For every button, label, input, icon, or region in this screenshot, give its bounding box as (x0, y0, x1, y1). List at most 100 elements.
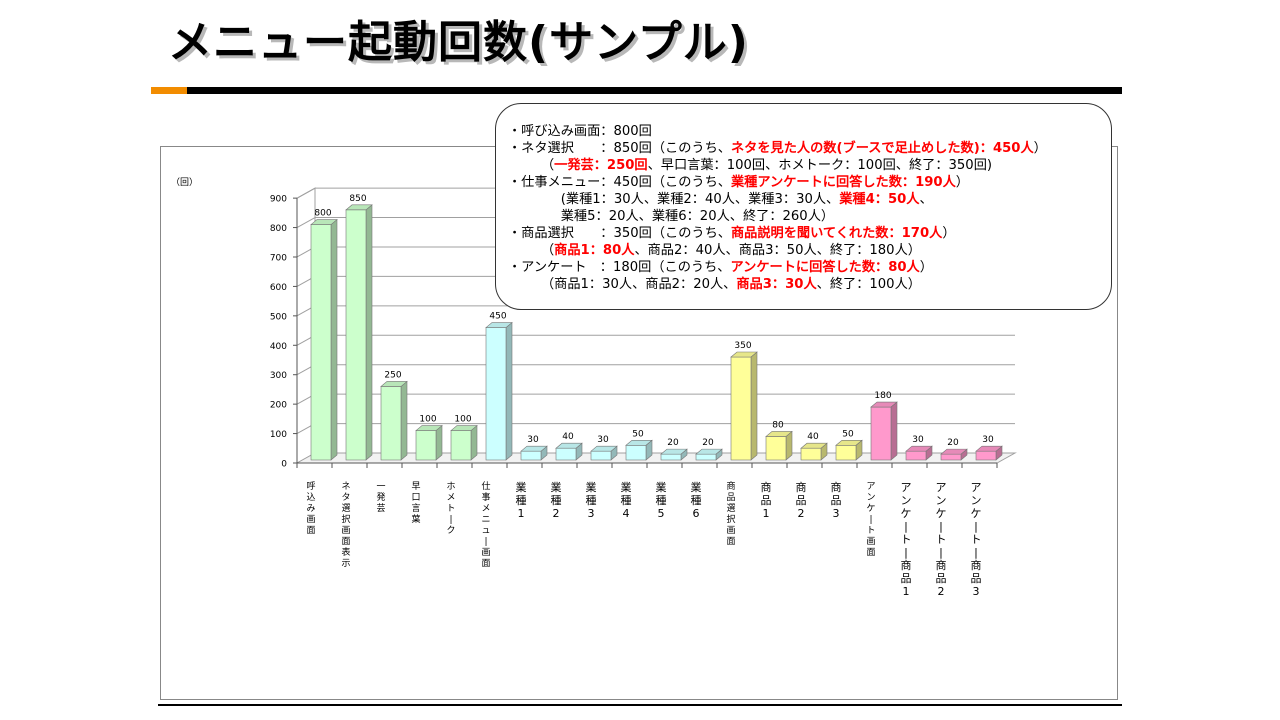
gridline-side (296, 187, 316, 199)
callout-text: ・ネタ選択 ：850回（このうち、 (508, 141, 731, 156)
bar-top (345, 204, 373, 211)
callout-text: 、商品2：40人、商品3：50人、終了：180人） (634, 243, 921, 258)
bar (905, 450, 927, 461)
y-tick-label: 600 (270, 283, 287, 293)
bar-side (890, 401, 898, 461)
bar (485, 327, 507, 461)
callout-line: (業種1：30人、業種2：40人、業種3：30人、業種4：50人、 (508, 191, 1101, 208)
x-tick-label: 商品 1 (761, 480, 772, 520)
x-tick-label: 商品選択画面 (726, 480, 735, 547)
x-tick-label: 早口言葉 (411, 481, 420, 525)
callout-text: ） (942, 226, 956, 241)
callout-line: （商品1：30人、商品2：20人、商品3：30人、終了：100人） (508, 276, 1101, 293)
y-tick-label: 500 (270, 312, 287, 322)
bar-side (750, 351, 758, 461)
x-tick-label: 業種 6 (691, 481, 702, 520)
data-label: 350 (734, 341, 751, 351)
bar-side (435, 424, 443, 461)
callout-line: （一発芸：250回、早口言葉：100回、ホメトーク：100回、終了：350回) (508, 157, 1101, 174)
bar-side (400, 380, 408, 461)
data-label: 100 (419, 415, 436, 425)
y-tick-label: 900 (270, 195, 287, 205)
bar (380, 386, 402, 461)
bar (450, 430, 472, 461)
x-tick-label: 業種 2 (551, 481, 562, 520)
x-tick-label: 商品 3 (831, 480, 842, 520)
y-tick-label: 700 (270, 253, 287, 263)
callout-highlight: アンケートに回答した数：80人 (730, 260, 920, 275)
bar (345, 209, 367, 461)
bar (835, 444, 857, 461)
callout-highlight: 商品3：30人 (736, 277, 817, 292)
bar-top (975, 445, 1003, 452)
data-label: 30 (597, 435, 609, 445)
callout-text: ） (1033, 141, 1047, 156)
callout-text: (業種1：30人、業種2：40人、業種3：30人、 (508, 192, 840, 207)
bar (520, 450, 542, 461)
bar (730, 356, 752, 461)
callout-highlight: 商品説明を聞いてくれた数：170人 (730, 226, 943, 241)
callout-text: （商品1：30人、商品2：20人、 (508, 277, 737, 292)
x-tick-label: アンケ|ト|商品 1 (901, 481, 912, 598)
y-unit-label: （回） (171, 177, 198, 188)
callout-highlight: 一発芸：250回 (554, 158, 648, 173)
data-label: 100 (454, 415, 471, 425)
title-rule (187, 87, 1122, 94)
bar-top (380, 381, 408, 387)
bar-top (590, 445, 618, 452)
callout-text: ・商品選択 ：350回（このうち、 (508, 226, 731, 241)
data-label: 180 (874, 391, 891, 401)
bar-top (310, 219, 338, 225)
callout-text: ・呼び込み画面：800回 (508, 124, 652, 139)
bar (765, 436, 787, 461)
callout-text: 、早口言葉：100回、ホメトーク：100回、終了：350回) (647, 158, 993, 173)
x-tick-label: ホメト|ク (446, 481, 455, 536)
data-label: 20 (702, 438, 714, 448)
callout-text: 業種5：20人、業種6：20人、終了：260人） (508, 209, 835, 224)
data-label: 80 (772, 420, 784, 430)
x-tick-label: 一発芸 (376, 482, 385, 514)
data-label: 30 (982, 435, 994, 445)
bar (310, 224, 332, 461)
callout-text: （ (508, 158, 555, 173)
bar (870, 406, 892, 461)
bar (625, 444, 647, 461)
callout-text: ・アンケート ：180回（このうち、 (508, 260, 731, 275)
data-label: 40 (807, 432, 819, 442)
bar (590, 450, 612, 461)
x-tick-label: 業種 4 (621, 481, 632, 520)
gridline-side (296, 217, 316, 228)
bar (695, 453, 717, 461)
callout-line: 業種5：20人、業種6：20人、終了：260人） (508, 208, 1101, 225)
x-tick-label: 業種 3 (586, 481, 597, 520)
data-label: 800 (314, 209, 331, 219)
callout-text: 、終了：100人） (816, 277, 921, 292)
x-tick-label: 仕事メニュ|画面 (481, 480, 490, 569)
bar-top (625, 439, 653, 446)
x-tick-label: アンケ|ト|商品 3 (971, 481, 982, 598)
bar-top (695, 448, 723, 455)
callout-highlight: 商品1：80人 (554, 243, 635, 258)
y-tick-label: 800 (270, 224, 287, 234)
callout-line: ・商品選択 ：350回（このうち、商品説明を聞いてくれた数：170人） (508, 225, 1101, 242)
data-label: 450 (489, 312, 506, 322)
data-label: 50 (842, 429, 854, 439)
bar-side (505, 321, 513, 461)
bar (940, 453, 962, 461)
bar-top (555, 442, 583, 449)
bar-top (660, 448, 688, 455)
title-rule-accent (151, 87, 187, 94)
x-tick-label: 業種 1 (516, 481, 527, 520)
data-label: 20 (947, 438, 959, 448)
bar-side (365, 204, 373, 461)
callout-text: （ (508, 243, 555, 258)
x-tick-label: アンケ|ト画面 (866, 482, 875, 558)
data-label: 850 (349, 194, 366, 204)
callout-line: ・呼び込み画面：800回 (508, 123, 1101, 140)
bar-top (450, 425, 478, 431)
callout-line: （商品1：80人、商品2：40人、商品3：50人、終了：180人） (508, 242, 1101, 259)
y-tick-label: 0 (281, 460, 287, 470)
y-tick-label: 200 (270, 401, 287, 411)
callout-text: ・仕事メニュー：450回（このうち、 (508, 175, 731, 190)
